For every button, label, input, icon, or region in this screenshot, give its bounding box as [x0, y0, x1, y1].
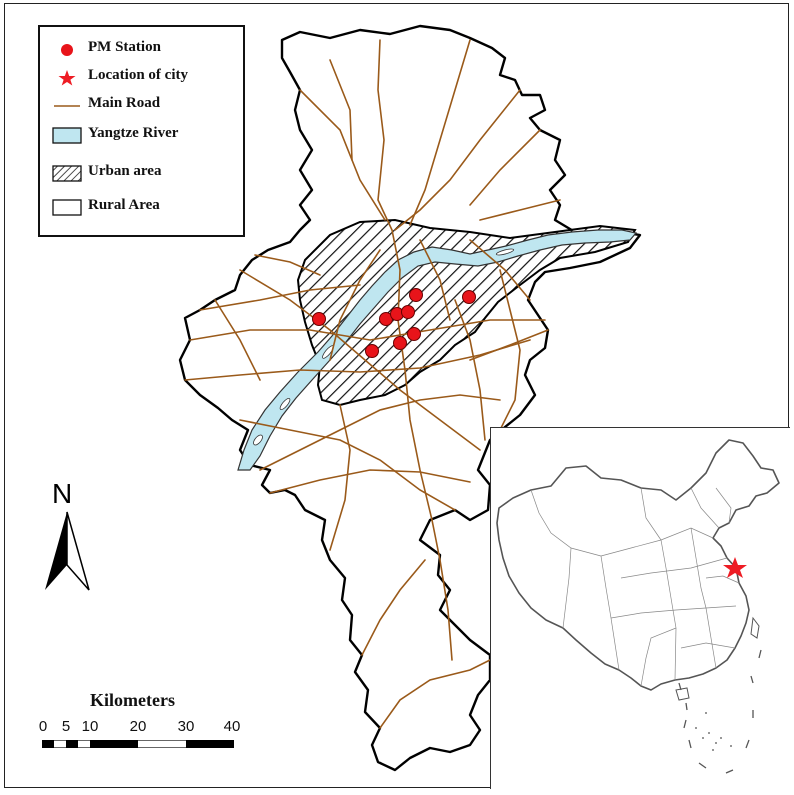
islands	[695, 712, 732, 751]
red-star-icon	[58, 70, 76, 86]
province-borders	[530, 487, 740, 687]
legend-item-city-location: Location of city	[40, 65, 243, 91]
hatched-box-icon	[52, 165, 82, 182]
hainan	[675, 687, 690, 701]
yangtze-river	[237, 229, 638, 471]
pm-station	[393, 336, 407, 350]
inset-map	[490, 427, 790, 789]
legend-label: PM Station	[88, 39, 161, 55]
scale-tick: 5	[61, 718, 71, 735]
legend-label: Rural Area	[88, 197, 160, 213]
road-line-icon	[54, 105, 80, 107]
pm-station	[407, 327, 421, 341]
north-label: N	[52, 478, 73, 509]
legend-item-river: Yangtze River	[40, 123, 243, 149]
pm-station	[312, 312, 326, 326]
legend: PM Station Location of city Main Road Ya…	[38, 25, 245, 237]
city-location-star	[723, 557, 747, 578]
legend-label: Main Road	[88, 95, 161, 111]
pm-station	[462, 290, 476, 304]
pm-station	[401, 305, 415, 319]
scale-bar	[42, 740, 234, 748]
scale-tick: 0	[38, 718, 48, 735]
legend-item-main-road: Main Road	[40, 93, 243, 119]
scale-tick: 10	[81, 718, 99, 735]
taiwan	[750, 616, 760, 639]
main-roads	[184, 39, 561, 729]
red-circle-icon	[61, 44, 73, 56]
scale-tick: 40	[223, 718, 241, 735]
legend-item-rural: Rural Area	[40, 195, 243, 221]
scale-tick: 20	[129, 718, 147, 735]
scale-title: Kilometers	[90, 690, 175, 710]
pm-stations	[312, 288, 476, 358]
white-box-icon	[52, 199, 82, 216]
legend-label: Urban area	[88, 163, 162, 179]
pm-station	[365, 344, 379, 358]
legend-label: Yangtze River	[88, 125, 179, 141]
south-china-sea-dashes	[678, 649, 762, 774]
china-map	[496, 439, 780, 774]
river-box-icon	[52, 127, 82, 144]
legend-item-pm-station: PM Station	[40, 37, 243, 63]
north-arrow-icon	[45, 511, 90, 591]
legend-item-urban: Urban area	[40, 161, 243, 187]
legend-label: Location of city	[88, 67, 188, 83]
river-islands	[253, 248, 515, 446]
china-outline	[496, 439, 780, 691]
scale-tick: 30	[177, 718, 195, 735]
pm-station	[409, 288, 423, 302]
